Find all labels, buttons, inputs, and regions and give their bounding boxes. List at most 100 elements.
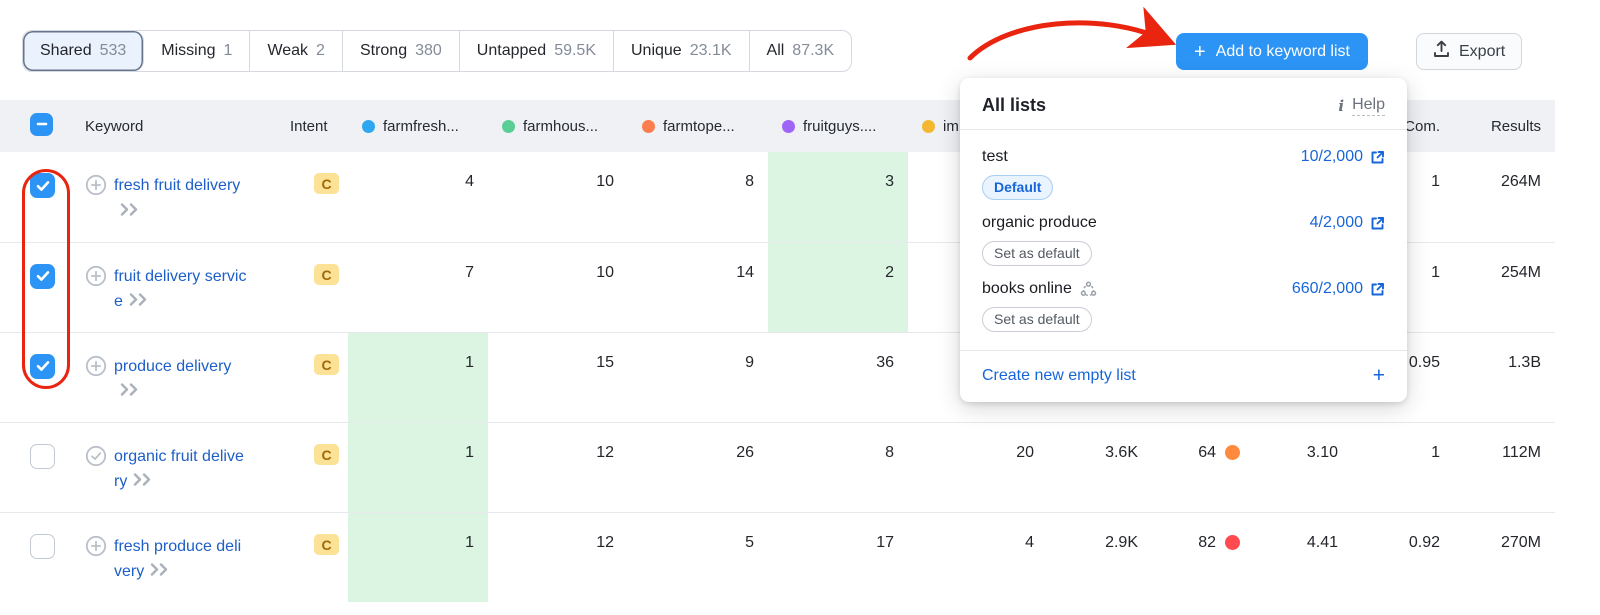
column-header-competitor-1[interactable]: farmfresh... [348, 100, 488, 152]
tab-unique[interactable]: Unique 23.1K [614, 31, 750, 71]
keyword-link[interactable]: fresh fruit delivery [114, 177, 241, 194]
column-header-competitor-3[interactable]: farmtope... [628, 100, 768, 152]
row-checkbox[interactable] [30, 353, 55, 379]
tab-strong[interactable]: Strong 380 [343, 31, 460, 71]
tab-shared[interactable]: Shared 533 [23, 31, 145, 71]
export-button-label: Export [1459, 42, 1506, 60]
column-header-com[interactable]: Com. [1404, 117, 1440, 135]
plus-circle-icon[interactable] [85, 355, 107, 405]
double-chevron-icon[interactable] [150, 559, 172, 585]
double-chevron-icon[interactable] [133, 469, 155, 495]
list-name: books online [982, 280, 1097, 298]
kd-difficulty-dot [1225, 445, 1240, 460]
plus-circle-icon[interactable] [85, 535, 107, 585]
cell-competitor-2: 10 [596, 263, 614, 281]
column-header-results[interactable]: Results [1490, 117, 1541, 135]
plus-icon[interactable]: + [1372, 364, 1385, 387]
intent-badge[interactable]: C [314, 533, 339, 555]
set-as-default-button[interactable]: Set as default [982, 241, 1092, 266]
list-item: books online 660/2,000 Set as default [982, 280, 1385, 332]
cell-results: 264M [1500, 173, 1541, 190]
cell-kd: 82 [1152, 512, 1254, 602]
cell-volume: 3.6K [1105, 443, 1138, 461]
intent-badge[interactable]: C [314, 173, 339, 194]
cell-competitor-3: 14 [736, 263, 754, 281]
intent-badge[interactable]: C [314, 263, 339, 285]
all-lists-popup: All lists i Help test 10/2,000 Default o… [960, 78, 1407, 402]
cell-results: 254M [1500, 263, 1541, 281]
table-row: organic fruit delivery C 1 12 26 8 20 3.… [0, 422, 1555, 512]
tab-label: All [766, 42, 785, 59]
plus-circle-icon[interactable] [85, 265, 107, 315]
popup-divider [960, 350, 1407, 351]
cell-results: 270M [1500, 533, 1541, 551]
cell-competitor-5: 4 [1025, 533, 1034, 551]
cell-competitor-2: 12 [596, 443, 614, 461]
cell-competitor-4: 17 [876, 533, 894, 551]
export-button[interactable]: Export [1416, 33, 1523, 70]
row-checkbox[interactable] [30, 533, 55, 559]
intent-badge[interactable]: C [314, 353, 339, 375]
row-checkbox[interactable] [30, 173, 55, 198]
cell-com: 0.92 [1408, 533, 1440, 551]
row-checkbox[interactable] [30, 443, 55, 469]
cell-volume: 2.9K [1105, 533, 1138, 551]
tab-all[interactable]: All 87.3K [750, 31, 852, 71]
cell-com: 1 [1431, 173, 1440, 190]
tab-untapped[interactable]: Untapped 59.5K [460, 31, 614, 71]
cell-results: 112M [1502, 443, 1541, 461]
column-header-intent[interactable]: Intent [290, 117, 328, 135]
double-chevron-icon[interactable] [120, 379, 142, 405]
competitor-dot [922, 119, 935, 133]
shared-list-icon [1080, 281, 1097, 296]
cell-competitor-3: 9 [745, 353, 754, 371]
tab-label: Weak [267, 42, 309, 59]
cell-cpc: 3.10 [1306, 443, 1338, 461]
external-link-icon [1371, 282, 1384, 295]
set-as-default-button[interactable]: Set as default [982, 307, 1092, 332]
tab-count: 533 [99, 42, 127, 59]
list-usage-link[interactable]: 4/2,000 [1310, 214, 1385, 232]
keyword-link[interactable]: organic fruit delivery [114, 447, 244, 491]
tab-weak[interactable]: Weak 2 [250, 31, 343, 71]
cell-competitor-3: 8 [745, 173, 754, 190]
list-name: organic produce [982, 214, 1097, 231]
column-header-competitor-5[interactable]: im [908, 100, 1048, 152]
intent-badge[interactable]: C [314, 443, 339, 465]
cell-com: 1 [1431, 443, 1440, 461]
select-all-checkbox[interactable] [30, 112, 53, 136]
competitor-dot [642, 119, 655, 133]
double-chevron-icon[interactable] [129, 289, 151, 315]
add-to-keyword-list-button[interactable]: + Add to keyword list [1176, 33, 1368, 70]
check-circle-icon[interactable] [85, 445, 107, 495]
list-usage-link[interactable]: 10/2,000 [1301, 148, 1385, 166]
popup-title: All lists [982, 95, 1047, 115]
tab-label: Unique [631, 42, 682, 59]
plus-circle-icon[interactable] [85, 174, 107, 224]
cell-competitor-5: 20 [1016, 443, 1034, 461]
default-badge: Default [982, 175, 1054, 200]
cell-competitor-3: 5 [745, 533, 754, 551]
column-header-competitor-4[interactable]: fruitguys.... [768, 100, 908, 152]
keyword-link[interactable]: fresh produce delivery [114, 537, 242, 581]
create-new-list-link[interactable]: Create new empty list [982, 366, 1136, 384]
help-link[interactable]: i Help [1338, 95, 1385, 116]
list-name: test [982, 148, 1008, 165]
annotation-red-arrow [967, 6, 1177, 61]
keyword-link[interactable]: produce delivery [114, 357, 232, 375]
list-usage-link[interactable]: 660/2,000 [1292, 280, 1385, 298]
external-link-icon [1371, 216, 1384, 229]
double-chevron-icon[interactable] [120, 199, 142, 225]
tab-missing[interactable]: Missing 1 [144, 31, 251, 71]
tab-label: Shared [40, 42, 92, 59]
list-item: test 10/2,000 Default [982, 148, 1385, 200]
cell-com: 0.95 [1408, 353, 1440, 371]
row-checkbox[interactable] [30, 263, 55, 289]
tab-count: 2 [316, 42, 325, 59]
column-header-keyword[interactable]: Keyword [85, 117, 144, 135]
cell-com: 1 [1431, 263, 1440, 281]
competitor-dot [782, 119, 795, 133]
cell-kd: 64 [1152, 422, 1254, 512]
keyword-link[interactable]: fruit delivery service [114, 267, 247, 311]
column-header-competitor-2[interactable]: farmhous... [488, 100, 628, 152]
